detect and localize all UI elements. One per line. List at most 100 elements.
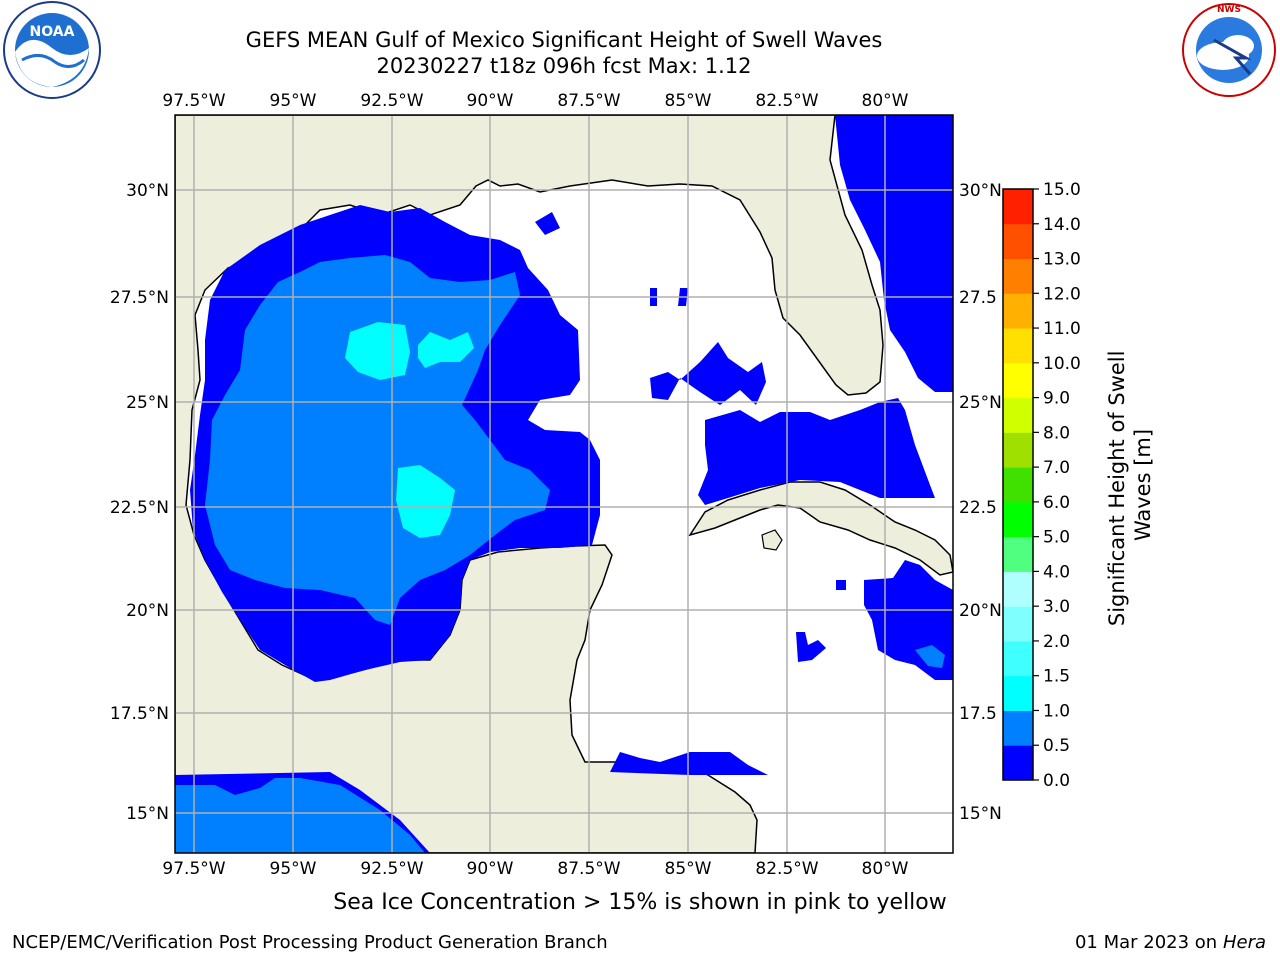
colorbar-swatches — [1003, 189, 1033, 781]
lon-label-top: 80°W — [862, 91, 909, 111]
colorbar-tick-label: 12.0 — [1043, 284, 1081, 304]
lat-label-left: 20°N — [126, 601, 169, 621]
colorbar-swatch — [1003, 432, 1033, 468]
graticule — [175, 115, 953, 853]
footer-machine: Hera — [1222, 932, 1266, 953]
colorbar-swatch — [1003, 258, 1033, 294]
lat-label-left: 30°N — [126, 181, 169, 201]
lon-label-bottom: 92.5°W — [360, 859, 423, 879]
title-line-2: 20230227 t18z 096h fcst Max: 1.12 — [376, 54, 752, 78]
colorbar-tick-label: 14.0 — [1043, 215, 1081, 235]
colorbar-tick-label: 4.0 — [1043, 562, 1070, 582]
swell-band-0.5-1.0-pacific — [175, 778, 425, 853]
sea-ice-note: Sea Ice Concentration > 15% is shown in … — [333, 890, 947, 915]
lon-label-bottom: 87.5°W — [557, 859, 620, 879]
colorbar-tick-label: 13.0 — [1043, 250, 1081, 270]
colorbar-swatch — [1003, 640, 1033, 677]
swell-band-1.0-1.5-north-east — [418, 332, 474, 368]
lon-label-bottom: 90°W — [467, 859, 514, 879]
colorbar-swatch — [1003, 675, 1033, 711]
colorbar-swatch — [1003, 362, 1033, 399]
lon-labels-bottom: 97.5°W 95°W 92.5°W 90°W 87.5°W 85°W 82.5… — [162, 859, 908, 879]
lat-label-left: 17.5°N — [110, 704, 169, 724]
lat-label-right: 20°N — [959, 601, 1002, 621]
colorbar-swatch — [1003, 606, 1033, 642]
colorbar-tick-label: 2.0 — [1043, 632, 1070, 652]
noaa-logo: NOAA — [3, 1, 101, 99]
lat-label-right: 27.5 — [959, 288, 997, 308]
map-panel — [175, 115, 953, 853]
swell-band-0-0.5-florida-straits — [698, 398, 935, 505]
colorbar-tick-label: 0.5 — [1043, 736, 1070, 756]
lon-label-bottom: 80°W — [862, 859, 909, 879]
colorbar-swatch — [1003, 536, 1033, 572]
colorbar-swatch — [1003, 571, 1033, 607]
colorbar-tick-label: 10.0 — [1043, 354, 1081, 374]
footer-date: 01 Mar 2023 on Hera — [1075, 932, 1266, 953]
footer-date-text: 01 Mar 2023 on — [1074, 932, 1218, 953]
lat-label-left: 25°N — [126, 393, 169, 413]
colorbar-tick-label: 7.0 — [1043, 458, 1070, 478]
noaa-logo-text: NOAA — [30, 24, 75, 40]
colorbar-label-line-1: Significant Height of Swell — [1105, 351, 1129, 627]
lon-label-top: 90°W — [467, 91, 514, 111]
footer-credit: NCEP/EMC/Verification Post Processing Pr… — [12, 932, 608, 953]
lat-label-right: 15°N — [959, 804, 1002, 824]
colorbar-swatch — [1003, 467, 1033, 503]
colorbar-swatch — [1003, 710, 1033, 746]
colorbar-tick-label: 11.0 — [1043, 319, 1081, 339]
colorbar-label: Significant Height of Swell Waves [m] — [1105, 344, 1155, 626]
lon-label-bottom: 95°W — [270, 859, 317, 879]
swell-band-1.0-1.5-central — [396, 465, 455, 538]
title-line-1: GEFS MEAN Gulf of Mexico Significant Hei… — [245, 28, 883, 52]
chart-title: GEFS MEAN Gulf of Mexico Significant Hei… — [214, 27, 914, 79]
colorbar-swatch — [1003, 501, 1033, 538]
lat-label-right: 17.5 — [959, 704, 997, 724]
colorbar: 15.0 14.0 13.0 12.0 11.0 10.0 9.0 8.0 7.0 6.0 5.0 4… — [1002, 180, 1155, 791]
colorbar-tick-label: 15.0 — [1043, 180, 1081, 200]
swell-band-0-0.5-small-5 — [836, 580, 846, 590]
colorbar-swatch — [1003, 397, 1033, 433]
lon-label-top: 92.5°W — [360, 91, 423, 111]
lon-label-bottom: 97.5°W — [162, 859, 225, 879]
colorbar-ticks: 15.0 14.0 13.0 12.0 11.0 10.0 9.0 8.0 7.0 6.0 5.0 4… — [1033, 180, 1081, 791]
swell-band-0-0.5-central-gulf — [650, 342, 766, 405]
colorbar-tick-label: 9.0 — [1043, 389, 1070, 409]
lon-label-bottom: 85°W — [665, 859, 712, 879]
swell-band-0-0.5-atlantic — [835, 115, 953, 392]
colorbar-tick-label: 6.0 — [1043, 493, 1070, 513]
colorbar-tick-label: 8.0 — [1043, 423, 1070, 443]
lat-labels-right: 30°N 27.5 25°N 22.5 20°N 17.5 15°N — [959, 181, 1002, 824]
swell-band-0-0.5-caribbean-south — [610, 752, 768, 775]
nws-logo: NWS — [1182, 3, 1276, 97]
colorbar-swatch — [1003, 293, 1033, 329]
lat-labels-left: 30°N 27.5°N 25°N 22.5°N 20°N 17.5°N 15°N — [110, 181, 169, 824]
map-frame — [174, 114, 954, 854]
colorbar-frame — [1002, 188, 1034, 781]
swell-band-0-0.5-small-1 — [796, 632, 826, 662]
colorbar-label-line-2: Waves [m] — [1131, 429, 1155, 541]
colorbar-swatch — [1003, 223, 1033, 260]
lon-label-top: 82.5°W — [755, 91, 818, 111]
lon-label-top: 85°W — [665, 91, 712, 111]
lat-label-right: 30°N — [959, 181, 1002, 201]
colorbar-swatch — [1003, 189, 1033, 225]
lon-label-bottom: 82.5°W — [755, 859, 818, 879]
land-isle-of-youth — [761, 529, 783, 551]
colorbar-tick-label: 1.5 — [1043, 667, 1070, 687]
lat-label-right: 25°N — [959, 393, 1002, 413]
svg-text:NWS: NWS — [1217, 5, 1241, 15]
swell-band-1.0-1.5-north — [345, 322, 410, 380]
lon-labels-top: 97.5°W 95°W 92.5°W 90°W 87.5°W 85°W 82.5… — [162, 91, 908, 111]
colorbar-swatch — [1003, 745, 1033, 781]
colorbar-swatch — [1003, 328, 1033, 364]
lat-label-right: 22.5 — [959, 498, 997, 518]
lon-label-top: 97.5°W — [162, 91, 225, 111]
lat-label-left: 27.5°N — [110, 288, 169, 308]
swell-band-0.5-1.0-caribbean — [915, 645, 945, 668]
swell-band-0-0.5-small-4 — [535, 212, 560, 235]
colorbar-tick-label: 5.0 — [1043, 528, 1070, 548]
lon-label-top: 87.5°W — [557, 91, 620, 111]
colorbar-tick-label: 0.0 — [1043, 771, 1070, 791]
